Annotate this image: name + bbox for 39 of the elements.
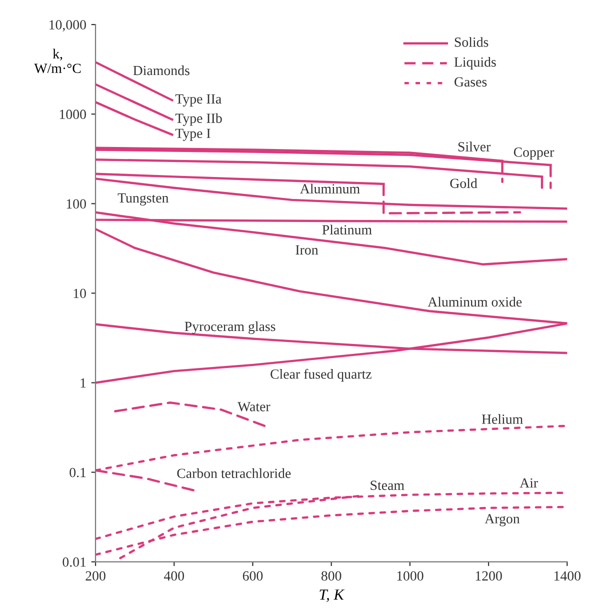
annotation: Platinum: [322, 224, 372, 234]
x-axis-title: T, K: [320, 590, 345, 602]
annotation: Iron: [296, 245, 318, 255]
y-tick-label: 100: [66, 199, 86, 209]
x-tick-label: 1400: [554, 571, 581, 581]
annotation: Copper: [514, 148, 554, 160]
annotation: Gold: [450, 178, 478, 188]
x-tick-label: 400: [164, 571, 184, 581]
annotation: Steam: [370, 480, 404, 490]
annotation: Water: [238, 402, 270, 412]
annotation: Air: [520, 478, 538, 488]
annotation: Clear fused quartz: [270, 368, 372, 382]
annotation: Argon: [484, 514, 520, 526]
y-tick-label: 0.1: [70, 468, 86, 478]
x-tick-label: 800: [321, 571, 342, 581]
annotation: Type I: [175, 128, 210, 141]
annotation: Tungsten: [118, 193, 169, 206]
y-axis-title: k, W/m·°C: [34, 48, 81, 74]
annotation: Silver: [458, 142, 491, 152]
y-tick-label: 0.01: [62, 557, 86, 567]
x-tick-label: 600: [242, 571, 263, 581]
annotation: Aluminum oxide: [428, 296, 522, 307]
annotation: Type IIa: [175, 94, 222, 106]
annotation: Type IIb: [175, 113, 222, 126]
annotation: Liquids: [454, 56, 496, 70]
annotation: Gases: [454, 77, 487, 87]
y-tick-label: 10,000: [50, 20, 86, 32]
annotation: Solids: [454, 37, 488, 47]
annotation: Carbon tetrachloride: [177, 468, 291, 478]
annotation: Diamonds: [133, 65, 190, 76]
x-tick-label: 200: [86, 571, 106, 581]
y-tick-label: 1000: [60, 110, 86, 120]
annotation: Pyroceram glass: [184, 321, 276, 334]
annotation: Aluminum: [300, 184, 360, 194]
x-tick-label: 1000: [397, 571, 424, 581]
y-tick-label: 1: [80, 378, 86, 388]
x-tick-label: 1200: [476, 571, 502, 581]
y-tick-label: 10: [74, 288, 86, 298]
annotation: Helium: [482, 414, 523, 424]
